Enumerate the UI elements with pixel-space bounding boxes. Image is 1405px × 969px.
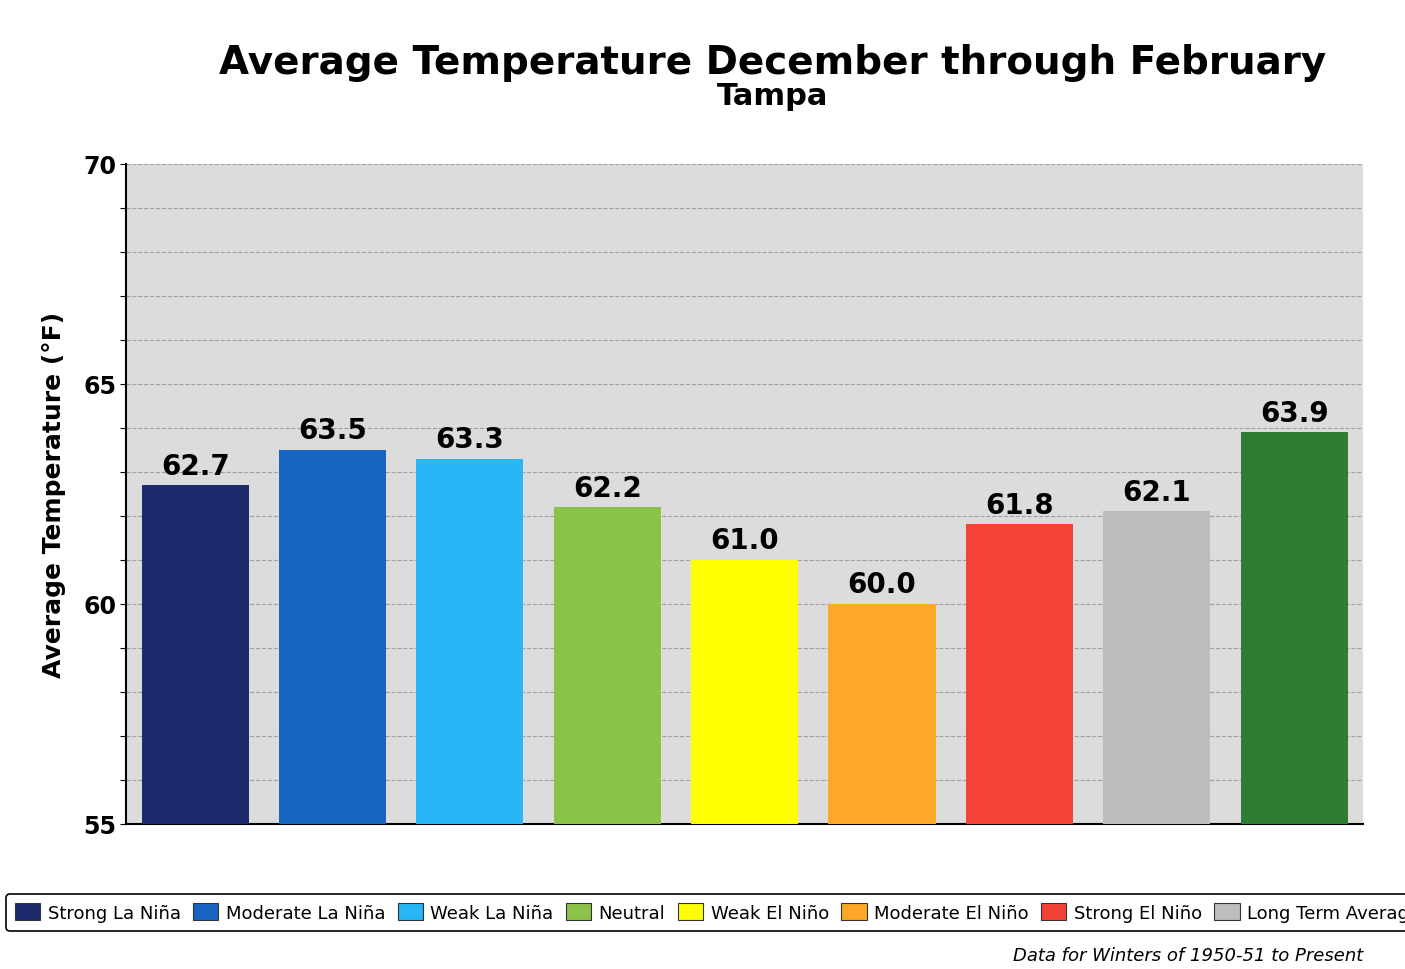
Legend: Strong La Niña, Moderate La Niña, Weak La Niña, Neutral, Weak El Niño, Moderate : Strong La Niña, Moderate La Niña, Weak L… bbox=[6, 894, 1405, 931]
Text: 63.9: 63.9 bbox=[1260, 399, 1329, 427]
Text: 62.7: 62.7 bbox=[160, 453, 229, 480]
Text: 60.0: 60.0 bbox=[847, 571, 916, 599]
Text: 62.1: 62.1 bbox=[1123, 479, 1191, 507]
Text: 62.2: 62.2 bbox=[573, 474, 642, 502]
Bar bbox=[1103, 512, 1210, 824]
Bar bbox=[691, 560, 798, 824]
Text: Tampa: Tampa bbox=[717, 82, 829, 111]
Text: Data for Winters of 1950-51 to Present: Data for Winters of 1950-51 to Present bbox=[1013, 946, 1363, 964]
Bar bbox=[142, 485, 249, 824]
Bar bbox=[280, 451, 386, 824]
Text: 61.8: 61.8 bbox=[985, 491, 1054, 519]
Bar bbox=[554, 508, 660, 824]
Bar bbox=[829, 604, 936, 824]
Bar bbox=[1241, 433, 1347, 824]
Bar bbox=[965, 525, 1073, 824]
Y-axis label: Average Temperature (°F): Average Temperature (°F) bbox=[42, 311, 66, 677]
Text: 63.5: 63.5 bbox=[298, 417, 367, 445]
Bar bbox=[416, 459, 524, 824]
Text: 61.0: 61.0 bbox=[711, 527, 778, 555]
Text: Average Temperature December through February: Average Temperature December through Feb… bbox=[219, 44, 1326, 81]
Text: 63.3: 63.3 bbox=[436, 425, 504, 453]
